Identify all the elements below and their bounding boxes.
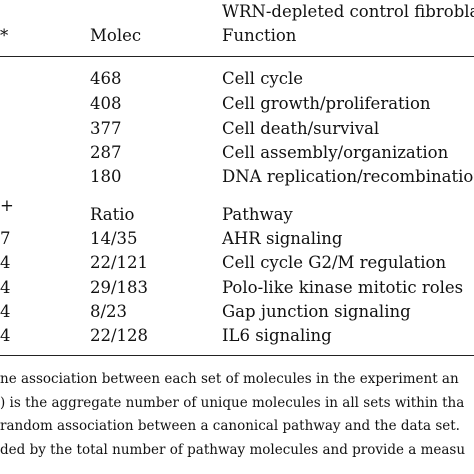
function-name: Cell assembly/organization bbox=[222, 143, 449, 162]
molec-count: 408 bbox=[90, 94, 122, 113]
footnote-line: ) is the aggregate number of unique mole… bbox=[0, 395, 465, 411]
column-header-molec: Molec bbox=[90, 26, 142, 45]
section2-left-mark: + bbox=[0, 196, 14, 215]
footnote-line: random association between a canonical p… bbox=[0, 418, 460, 434]
molec-count: 180 bbox=[90, 167, 122, 186]
header-left-mark: * bbox=[0, 26, 9, 45]
row-left-value: 4 bbox=[0, 278, 11, 297]
row-left-value: 4 bbox=[0, 326, 11, 345]
function-name: Cell death/survival bbox=[222, 119, 380, 138]
footnote-line: ne association between each set of molec… bbox=[0, 371, 459, 387]
column-header-pathway: Pathway bbox=[222, 205, 293, 224]
footnote-line: ded by the total number of pathway molec… bbox=[0, 442, 466, 458]
pathway-name: Cell cycle G2/M regulation bbox=[222, 253, 447, 272]
function-name: Cell growth/proliferation bbox=[222, 94, 431, 113]
table-bottom-rule bbox=[0, 355, 474, 356]
pathway-name: AHR signaling bbox=[222, 229, 343, 248]
ratio-value: 29/183 bbox=[90, 278, 149, 297]
pathway-name: IL6 signaling bbox=[222, 326, 332, 345]
column-header-ratio: Ratio bbox=[90, 205, 135, 224]
pathway-name: Gap junction signaling bbox=[222, 302, 411, 321]
molec-count: 377 bbox=[90, 119, 122, 138]
table-title: WRN-depleted control fibrobla bbox=[222, 2, 474, 21]
function-name: Cell cycle bbox=[222, 69, 304, 88]
column-header-function: Function bbox=[222, 26, 297, 45]
row-left-value: 4 bbox=[0, 302, 11, 321]
molec-count: 468 bbox=[90, 69, 122, 88]
pathway-name: Polo-like kinase mitotic roles bbox=[222, 278, 464, 297]
molec-count: 287 bbox=[90, 143, 122, 162]
row-left-value: 4 bbox=[0, 253, 11, 272]
function-name: DNA replication/recombination bbox=[222, 167, 474, 186]
ratio-value: 22/128 bbox=[90, 326, 149, 345]
row-left-value: 7 bbox=[0, 229, 11, 248]
ratio-value: 8/23 bbox=[90, 302, 128, 321]
header-rule bbox=[0, 56, 474, 57]
ratio-value: 14/35 bbox=[90, 229, 138, 248]
ratio-value: 22/121 bbox=[90, 253, 149, 272]
